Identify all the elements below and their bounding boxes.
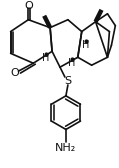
Text: H: H	[42, 53, 50, 63]
Text: H: H	[68, 58, 76, 68]
Text: NH₂: NH₂	[55, 143, 77, 153]
Text: H: H	[82, 40, 89, 50]
Text: O: O	[10, 68, 19, 78]
Text: S: S	[64, 76, 72, 86]
Text: O: O	[24, 1, 33, 11]
